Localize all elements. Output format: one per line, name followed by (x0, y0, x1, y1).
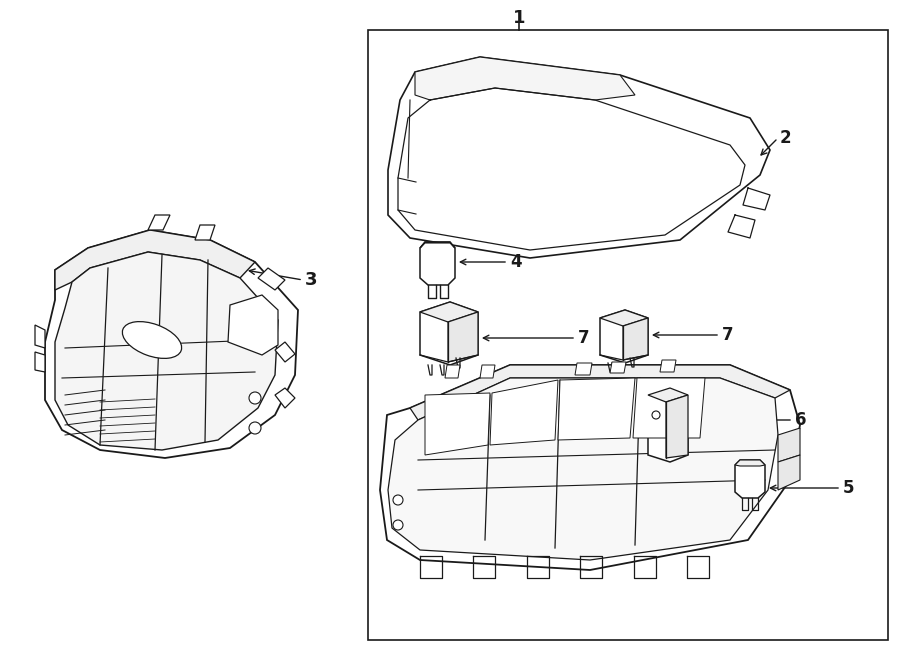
Polygon shape (388, 57, 770, 258)
Polygon shape (633, 378, 705, 438)
Text: 3: 3 (305, 271, 318, 289)
Circle shape (393, 495, 403, 505)
Polygon shape (275, 342, 295, 362)
Polygon shape (778, 455, 800, 490)
Text: 5: 5 (843, 479, 854, 497)
Polygon shape (410, 365, 790, 420)
Polygon shape (600, 310, 648, 326)
Polygon shape (600, 310, 648, 363)
Polygon shape (735, 460, 765, 498)
Polygon shape (420, 302, 478, 365)
Circle shape (249, 392, 261, 404)
Polygon shape (648, 388, 688, 402)
Polygon shape (55, 252, 278, 450)
Polygon shape (258, 268, 285, 290)
Text: 7: 7 (578, 329, 590, 347)
Text: 1: 1 (513, 9, 526, 27)
Polygon shape (415, 57, 635, 100)
Polygon shape (420, 302, 478, 322)
Polygon shape (558, 378, 635, 440)
Text: 7: 7 (722, 326, 734, 344)
Polygon shape (623, 318, 648, 360)
Polygon shape (480, 365, 495, 378)
Polygon shape (55, 230, 255, 290)
Polygon shape (448, 312, 478, 362)
Text: 2: 2 (780, 129, 792, 147)
Polygon shape (445, 365, 460, 378)
Polygon shape (388, 378, 778, 560)
Polygon shape (490, 380, 558, 445)
Circle shape (249, 422, 261, 434)
Polygon shape (35, 325, 45, 348)
Polygon shape (380, 365, 800, 570)
Circle shape (652, 411, 660, 419)
Polygon shape (648, 388, 688, 462)
Bar (368, 30, 888, 640)
Text: 4: 4 (510, 253, 522, 271)
Circle shape (393, 520, 403, 530)
Polygon shape (425, 393, 490, 455)
Polygon shape (666, 395, 688, 458)
Polygon shape (35, 352, 45, 372)
Polygon shape (275, 388, 295, 408)
Polygon shape (735, 460, 765, 466)
Polygon shape (228, 295, 278, 355)
Polygon shape (420, 242, 455, 248)
Polygon shape (420, 242, 455, 285)
Ellipse shape (122, 322, 182, 358)
Polygon shape (660, 360, 676, 372)
Polygon shape (195, 225, 215, 240)
Polygon shape (610, 362, 626, 373)
Polygon shape (45, 230, 298, 458)
Text: 6: 6 (795, 411, 806, 429)
Polygon shape (778, 428, 800, 462)
Polygon shape (148, 215, 170, 230)
Polygon shape (575, 363, 592, 375)
